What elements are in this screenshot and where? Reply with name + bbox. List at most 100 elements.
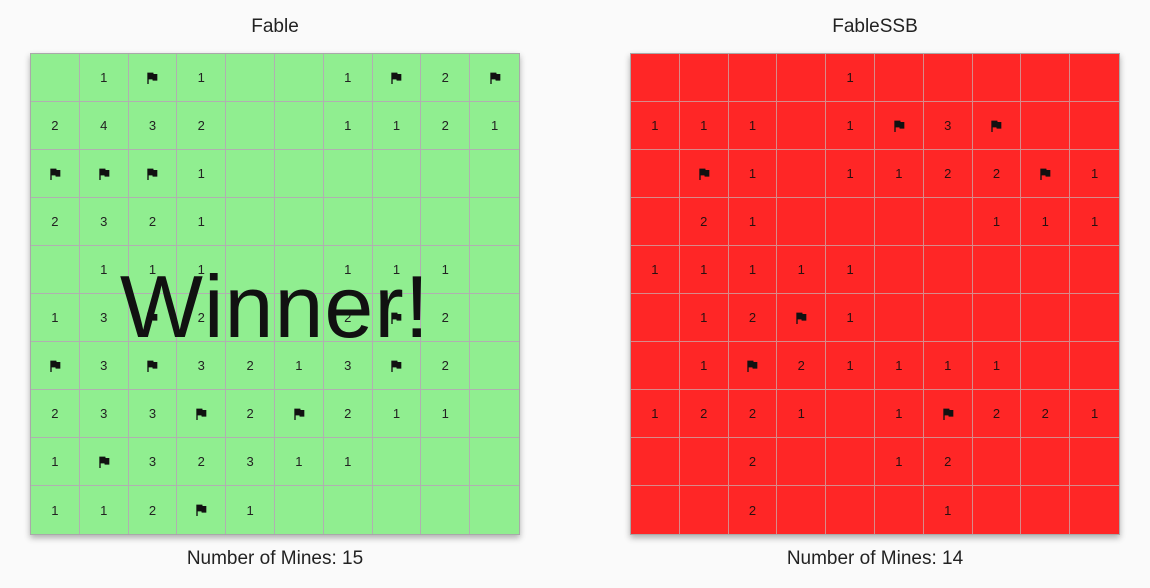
grid-cell[interactable]: 1 (31, 438, 80, 486)
grid-cell[interactable] (31, 342, 80, 390)
grid-cell[interactable]: 1 (874, 342, 924, 390)
grid-cell[interactable] (923, 294, 973, 342)
grid-cell[interactable] (679, 438, 729, 486)
grid-cell[interactable] (631, 438, 680, 486)
grid-cell[interactable] (777, 150, 827, 198)
grid-cell[interactable]: 2 (729, 486, 778, 534)
grid-cell[interactable]: 1 (177, 54, 227, 102)
grid-cell[interactable] (1021, 438, 1071, 486)
grid-cell[interactable]: 1 (372, 390, 422, 438)
grid-cell[interactable]: 1 (777, 246, 827, 294)
grid-cell[interactable] (372, 438, 422, 486)
grid-cell[interactable] (923, 54, 973, 102)
grid-cell[interactable] (972, 102, 1022, 150)
grid-cell[interactable] (31, 150, 80, 198)
grid-cell[interactable] (372, 150, 422, 198)
grid-cell[interactable] (128, 294, 178, 342)
grid-cell[interactable] (875, 486, 924, 534)
grid-cell[interactable]: 1 (1070, 198, 1119, 246)
grid-cell[interactable]: 2 (421, 342, 471, 390)
grid-cell[interactable]: 1 (323, 102, 373, 150)
grid-cell[interactable] (679, 150, 729, 198)
grid-cell[interactable]: 3 (128, 102, 178, 150)
grid-cell[interactable]: 2 (679, 198, 729, 246)
grid-cell[interactable]: 1 (826, 54, 875, 102)
grid-cell[interactable]: 1 (177, 198, 227, 246)
grid-cell[interactable]: 1 (323, 54, 373, 102)
grid-cell[interactable] (972, 54, 1022, 102)
grid-cell[interactable]: 1 (728, 102, 778, 150)
grid-cell[interactable]: 1 (323, 246, 373, 294)
grid-cell[interactable]: 3 (226, 438, 275, 486)
grid-cell[interactable]: 2 (923, 438, 973, 486)
grid-cell[interactable] (680, 486, 729, 534)
grid-cell[interactable] (1021, 102, 1071, 150)
grid-cell[interactable] (631, 486, 680, 534)
grid-cell[interactable]: 1 (274, 342, 324, 390)
grid-cell[interactable] (1070, 294, 1119, 342)
grid-cell[interactable] (324, 486, 373, 534)
grid-cell[interactable] (323, 150, 373, 198)
grid-cell[interactable]: 1 (826, 294, 875, 342)
grid-cell[interactable]: 1 (826, 150, 875, 198)
grid-cell[interactable] (874, 54, 924, 102)
grid-cell[interactable] (79, 438, 129, 486)
grid-cell[interactable]: 2 (226, 390, 275, 438)
grid-cell[interactable]: 1 (874, 438, 924, 486)
grid-cell[interactable] (226, 54, 275, 102)
grid-cell[interactable]: 1 (631, 246, 680, 294)
grid-cell[interactable]: 2 (1021, 390, 1071, 438)
grid-cell[interactable]: 2 (421, 102, 471, 150)
grid-cell[interactable] (226, 150, 275, 198)
grid-cell[interactable] (1070, 102, 1119, 150)
grid-cell[interactable] (972, 246, 1022, 294)
grid-cell[interactable]: 1 (923, 342, 973, 390)
grid-cell[interactable] (826, 198, 875, 246)
grid-cell[interactable]: 2 (177, 102, 227, 150)
grid-cell[interactable] (874, 198, 924, 246)
grid-cell[interactable]: 1 (80, 486, 129, 534)
grid-cell[interactable] (421, 150, 471, 198)
grid-cell[interactable]: 3 (128, 390, 178, 438)
grid-cell[interactable]: 1 (177, 246, 227, 294)
grid-cell[interactable]: 2 (31, 198, 80, 246)
grid-cell[interactable] (372, 342, 422, 390)
grid-cell[interactable]: 1 (631, 102, 680, 150)
grid-cell[interactable]: 2 (923, 150, 973, 198)
grid-cell[interactable] (874, 294, 924, 342)
grid-cell[interactable]: 2 (129, 486, 178, 534)
grid-cell[interactable] (31, 246, 80, 294)
grid-cell[interactable] (777, 486, 827, 534)
grid-cell[interactable] (31, 54, 80, 102)
grid-cell[interactable] (631, 54, 680, 102)
grid-cell[interactable] (923, 390, 973, 438)
grid-cell[interactable] (1021, 54, 1071, 102)
grid-cell[interactable] (1070, 246, 1119, 294)
grid-cell[interactable]: 4 (79, 102, 129, 150)
grid-cell[interactable]: 1 (679, 102, 729, 150)
grid-cell[interactable] (972, 438, 1022, 486)
grid-cell[interactable]: 1 (128, 246, 178, 294)
grid-cell[interactable] (177, 486, 227, 534)
grid-cell[interactable] (1021, 294, 1071, 342)
grid-cell[interactable] (274, 246, 324, 294)
grid-cell[interactable] (679, 54, 729, 102)
grid-cell[interactable] (826, 438, 875, 486)
grid-cell[interactable] (421, 438, 471, 486)
grid-cell[interactable] (226, 246, 275, 294)
grid-cell[interactable]: 3 (323, 342, 373, 390)
grid-cell[interactable]: 1 (79, 246, 129, 294)
grid-cell[interactable]: 1 (421, 390, 471, 438)
grid-cell[interactable]: 1 (226, 486, 275, 534)
grid-cell[interactable]: 2 (972, 150, 1022, 198)
grid-cell[interactable] (274, 198, 324, 246)
grid-cell[interactable] (777, 438, 827, 486)
grid-cell[interactable]: 1 (826, 246, 875, 294)
grid-cell[interactable]: 1 (777, 390, 827, 438)
grid-cell[interactable]: 1 (1070, 150, 1119, 198)
grid-cell[interactable] (1021, 342, 1071, 390)
grid-cell[interactable]: 2 (177, 438, 227, 486)
grid-cell[interactable] (777, 198, 827, 246)
grid-cell[interactable] (728, 342, 778, 390)
grid-cell[interactable] (631, 294, 680, 342)
